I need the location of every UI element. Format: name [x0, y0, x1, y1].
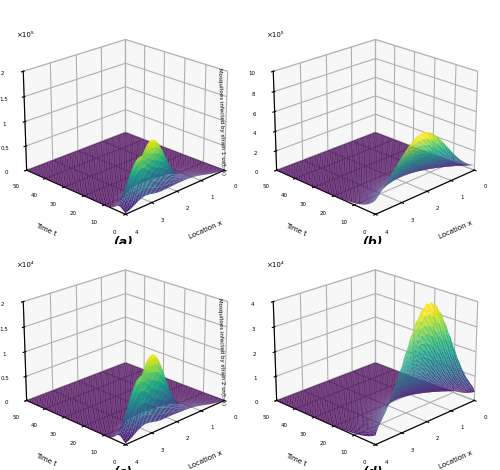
- X-axis label: Location x: Location x: [438, 219, 473, 240]
- Text: (b): (b): [362, 236, 383, 249]
- Text: ×10⁵: ×10⁵: [266, 32, 284, 38]
- X-axis label: Location x: Location x: [188, 219, 223, 240]
- X-axis label: Location x: Location x: [438, 450, 473, 470]
- Text: ×10⁴: ×10⁴: [16, 262, 34, 268]
- Y-axis label: Time t: Time t: [284, 453, 307, 467]
- Y-axis label: Time t: Time t: [34, 453, 57, 467]
- Text: ×10⁴: ×10⁴: [266, 262, 284, 268]
- Text: (a): (a): [112, 236, 132, 249]
- Text: (d): (d): [362, 466, 383, 470]
- X-axis label: Location x: Location x: [188, 450, 223, 470]
- Text: ×10⁵: ×10⁵: [16, 32, 34, 38]
- Text: (c): (c): [113, 466, 132, 470]
- Y-axis label: Time t: Time t: [34, 222, 57, 237]
- Y-axis label: Time t: Time t: [284, 222, 307, 237]
